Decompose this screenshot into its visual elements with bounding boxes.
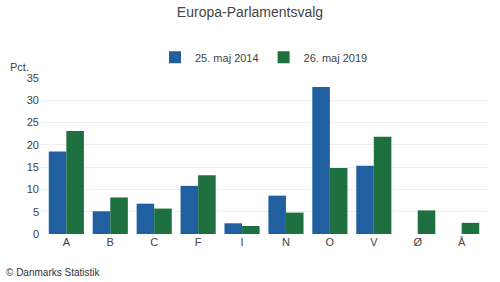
svg-text:30: 30 xyxy=(27,94,39,106)
svg-text:I: I xyxy=(241,236,244,248)
svg-text:B: B xyxy=(107,236,114,248)
svg-text:0: 0 xyxy=(33,228,39,240)
svg-text:A: A xyxy=(63,236,71,248)
svg-text:V: V xyxy=(370,236,378,248)
svg-text:20: 20 xyxy=(27,139,39,151)
svg-text:5: 5 xyxy=(33,206,39,218)
svg-text:Å: Å xyxy=(458,236,466,248)
svg-text:35: 35 xyxy=(27,72,39,84)
svg-text:15: 15 xyxy=(27,161,39,173)
svg-text:N: N xyxy=(282,236,290,248)
svg-text:C: C xyxy=(150,236,158,248)
svg-text:Pct.: Pct. xyxy=(10,61,29,73)
svg-text:Ø: Ø xyxy=(413,236,422,248)
svg-text:Europa-Parlamentsvalg: Europa-Parlamentsvalg xyxy=(177,4,323,20)
svg-text:25: 25 xyxy=(27,116,39,128)
svg-text:10: 10 xyxy=(27,183,39,195)
svg-text:26. maj 2019: 26. maj 2019 xyxy=(304,52,368,64)
svg-text:© Danmarks Statistik: © Danmarks Statistik xyxy=(6,267,101,278)
svg-text:F: F xyxy=(195,236,202,248)
svg-text:25. maj 2014: 25. maj 2014 xyxy=(195,52,259,64)
svg-text:O: O xyxy=(326,236,335,248)
